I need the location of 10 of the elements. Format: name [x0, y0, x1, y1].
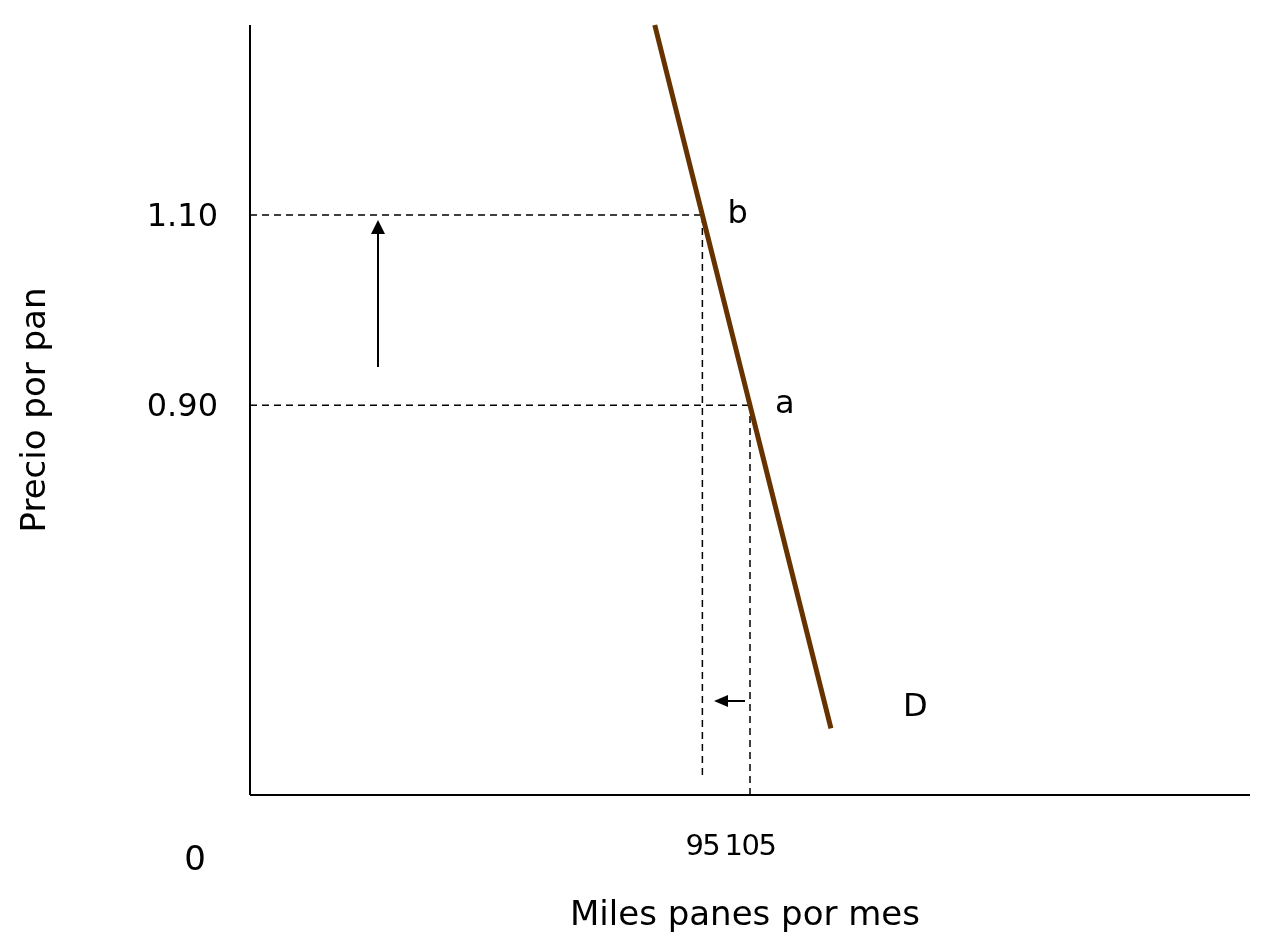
y-axis-title: Precio por pan	[13, 287, 53, 533]
text: 0	[184, 838, 206, 878]
annotation: a	[775, 383, 795, 422]
x-axis-title: Miles panes por mes	[570, 893, 920, 933]
annotation: D	[902, 686, 928, 725]
x-tick-label: 105	[724, 828, 776, 862]
y-tick-label: 1.10	[146, 196, 218, 235]
annotation: b	[727, 193, 748, 232]
x-tick-label: 95	[685, 828, 720, 862]
y-tick-label: 0.90	[146, 386, 218, 425]
